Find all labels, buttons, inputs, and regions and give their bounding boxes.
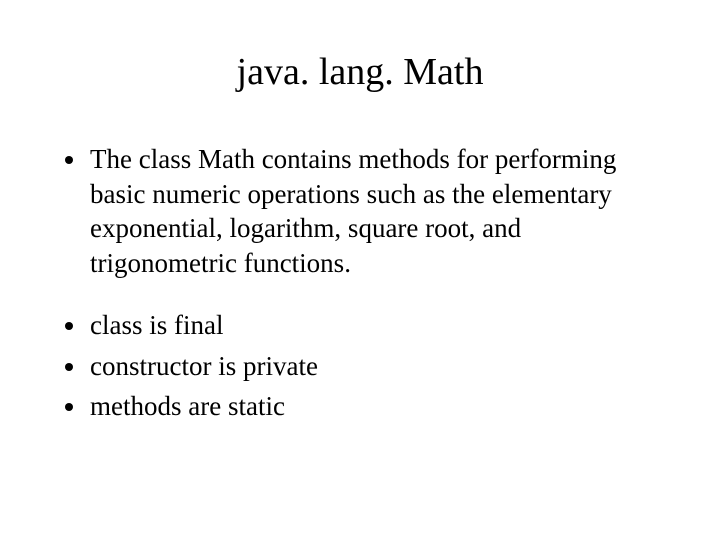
slide: java. lang. Math The class Math contains… xyxy=(0,0,720,540)
bullet-list-1: The class Math contains methods for perf… xyxy=(60,142,660,280)
list-item: methods are static xyxy=(88,389,660,424)
list-item: The class Math contains methods for perf… xyxy=(88,142,660,280)
list-item: class is final xyxy=(88,308,660,343)
slide-body: The class Math contains methods for perf… xyxy=(60,142,660,424)
slide-title: java. lang. Math xyxy=(60,50,660,94)
spacer xyxy=(60,286,660,308)
bullet-list-2: class is final constructor is private me… xyxy=(60,308,660,424)
list-item: constructor is private xyxy=(88,349,660,384)
